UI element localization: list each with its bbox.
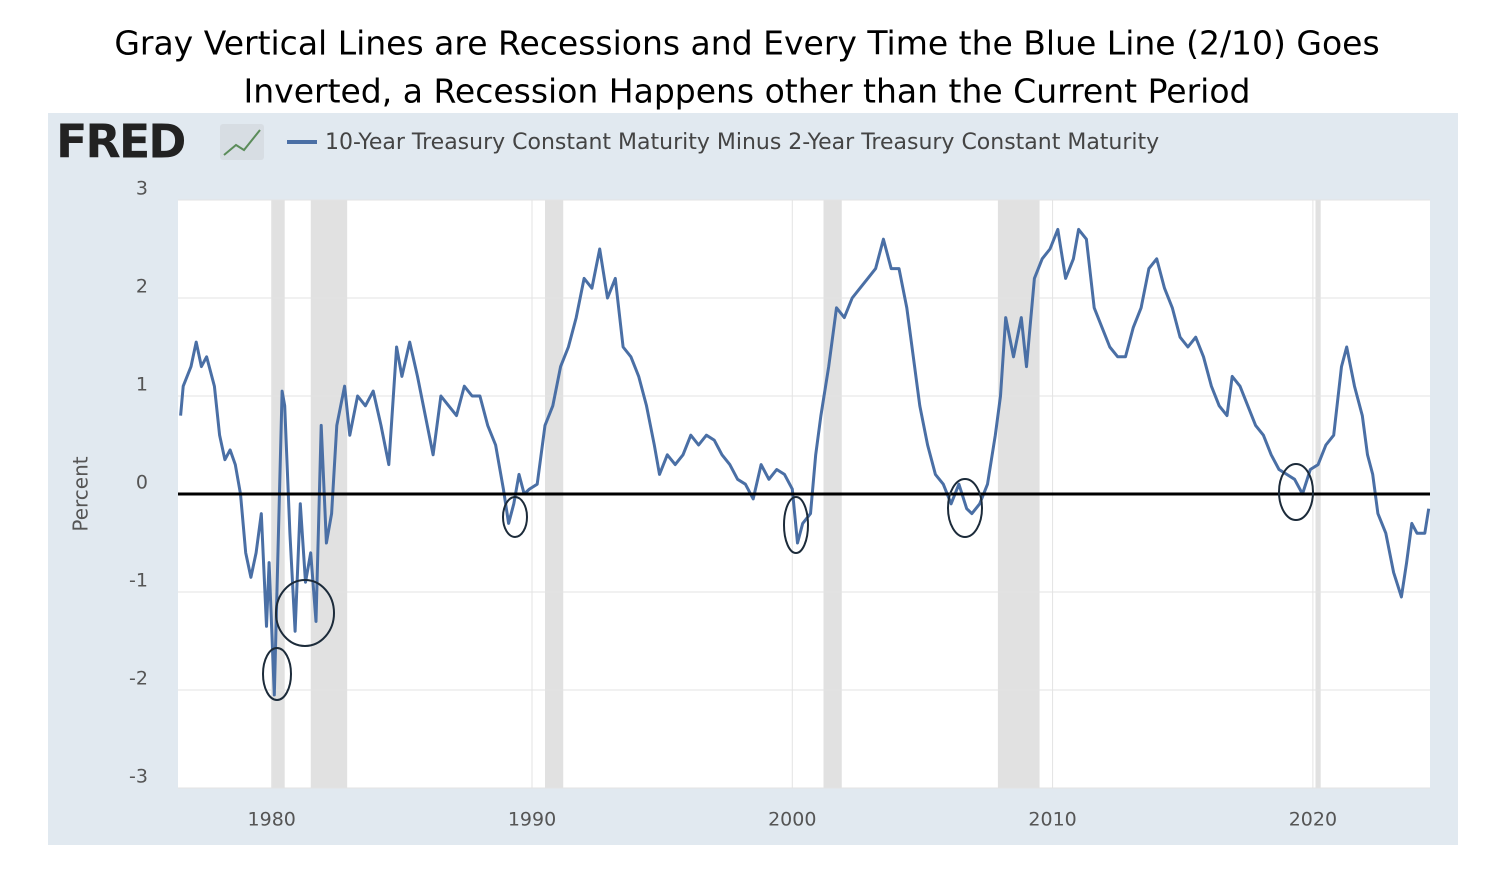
y-tick-label: -1 bbox=[129, 570, 148, 592]
y-tick-label: 3 bbox=[136, 178, 148, 200]
x-tick-label: 2020 bbox=[1289, 809, 1337, 831]
annotation-circle bbox=[275, 579, 335, 647]
annotation-circle bbox=[947, 478, 983, 538]
annotation-circle bbox=[262, 647, 292, 701]
logo-icon-line bbox=[223, 129, 261, 156]
annotation-circle bbox=[1278, 463, 1314, 521]
x-tick-label: 2000 bbox=[768, 809, 816, 831]
title-line: Inverted, a Recession Happens other than… bbox=[244, 72, 1251, 111]
title-line: Gray Vertical Lines are Recessions and E… bbox=[114, 24, 1379, 63]
annotation-circle bbox=[783, 496, 809, 554]
x-tick-label: 2010 bbox=[1028, 809, 1076, 831]
y-axis-label: Percent bbox=[69, 456, 93, 531]
y-tick-label: 0 bbox=[136, 472, 148, 494]
y-tick-label: 2 bbox=[136, 276, 148, 298]
x-tick-label: 1990 bbox=[508, 809, 556, 831]
x-tick-label: 1980 bbox=[248, 809, 296, 831]
logo-icon bbox=[220, 124, 264, 160]
plot-layer: -3 -2 -1 0 1 2 3 1980 1990 2000 2010 2020 bbox=[129, 178, 1431, 831]
y-tick-label: 1 bbox=[136, 374, 148, 396]
series-line bbox=[179, 227, 1431, 697]
y-tick-label: -2 bbox=[129, 668, 148, 690]
annotation-circle bbox=[502, 496, 528, 538]
logo: FRED bbox=[56, 115, 184, 169]
legend-label: 10-Year Treasury Constant Maturity Minus… bbox=[325, 130, 1159, 155]
annotations bbox=[262, 463, 1314, 701]
y-tick-label: -3 bbox=[129, 766, 148, 788]
